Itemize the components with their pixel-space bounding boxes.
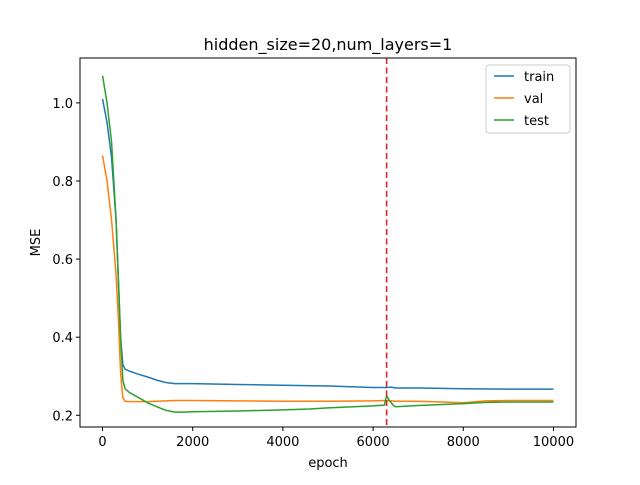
series-line-val [101, 155, 554, 404]
x-tick-label: 6000 [357, 435, 390, 450]
y-tick-label: 0.8 [52, 175, 73, 190]
legend: train val test [485, 64, 571, 134]
series-line-test [101, 75, 554, 413]
plot-lines [101, 75, 554, 413]
x-axis-label: epoch [308, 456, 348, 471]
legend-label-train: train [524, 70, 554, 85]
y-tick-label: 1.0 [52, 97, 73, 112]
x-tick-label: 10000 [533, 435, 574, 450]
y-tick-label: 0.2 [52, 409, 73, 424]
y-tick-label: 0.6 [52, 253, 73, 268]
x-tick-label: 8000 [447, 435, 480, 450]
legend-box [485, 64, 571, 134]
x-tick-label: 2000 [176, 435, 209, 450]
y-axis-label: MSE [29, 229, 44, 257]
chart-title: hidden_size=20,num_layers=1 [204, 35, 453, 55]
x-tick-label: 0 [98, 435, 106, 450]
y-axis-ticks: 0.2 0.4 0.6 0.8 1.0 [52, 97, 80, 424]
legend-label-val: val [524, 92, 543, 107]
y-tick-label: 0.4 [52, 331, 73, 346]
x-axis-ticks: 0 2000 4000 6000 8000 10000 [98, 427, 574, 450]
x-tick-label: 4000 [266, 435, 299, 450]
legend-label-test: test [524, 114, 549, 129]
axes-frame [79, 57, 577, 428]
